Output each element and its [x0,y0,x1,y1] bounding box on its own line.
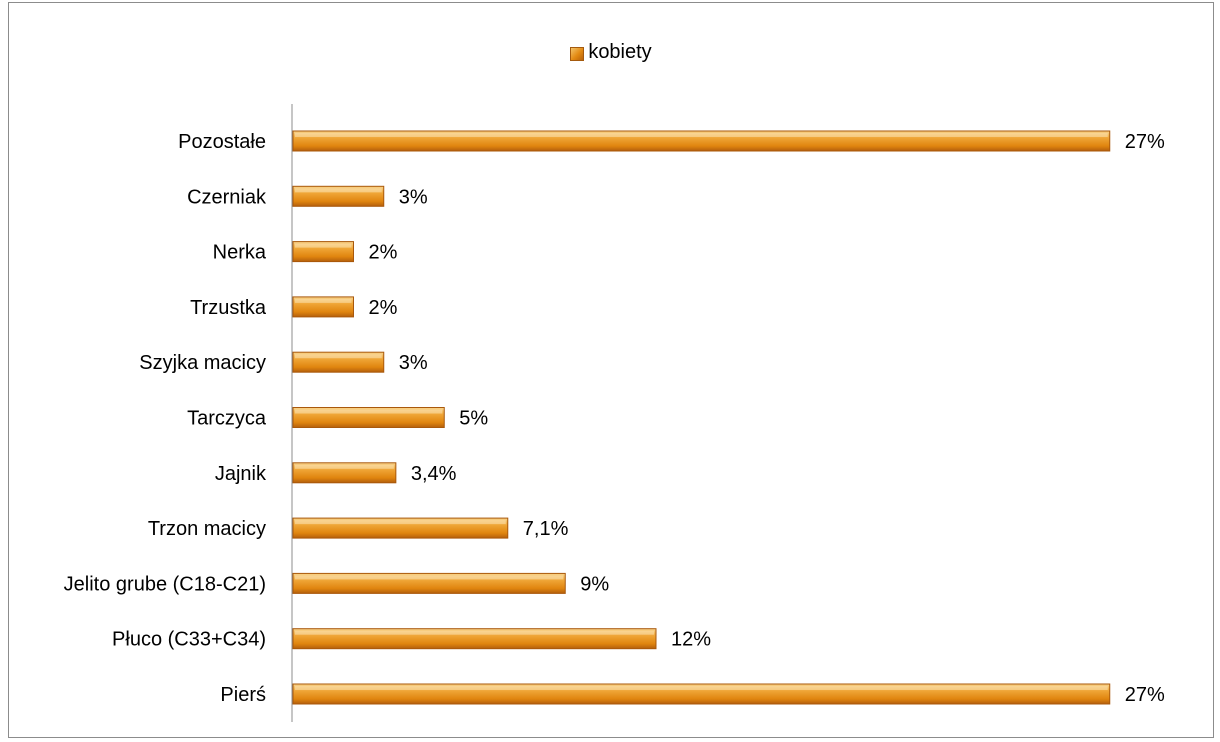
category-label-1: Płuco (C33+C34) [112,629,266,651]
bar-highlight-6 [295,354,382,359]
category-label-3: Trzon macicy [148,518,266,540]
bar-highlight-0 [295,686,1108,690]
category-label-7: Trzustka [190,297,267,319]
bar-highlight-4 [295,464,394,469]
value-label-0: 27% [1125,684,1165,706]
legend-label-kobiety: kobiety [588,41,652,63]
bar-highlight-1 [295,630,654,635]
value-label-9: 3% [399,186,428,208]
value-label-2: 9% [580,573,609,595]
bar-highlight-2 [295,575,564,580]
value-label-3: 7,1% [523,518,569,540]
bar-highlight-9 [295,188,382,193]
bar-highlight-5 [295,409,443,414]
category-label-10: Pozostałe [178,131,266,153]
bar-highlight-10 [295,133,1108,137]
value-label-8: 2% [369,242,398,264]
value-label-5: 5% [459,408,488,430]
bar-highlight-3 [295,520,506,525]
legend: kobiety [9,41,1213,64]
category-label-9: Czerniak [187,186,267,208]
value-label-1: 12% [671,629,711,651]
value-label-6: 3% [399,352,428,374]
chart-frame: kobiety [8,2,1214,738]
category-label-5: Tarczyca [187,408,267,430]
value-label-10: 27% [1125,131,1165,153]
category-label-4: Jajnik [215,463,267,485]
category-label-2: Jelito grube (C18-C21) [64,573,266,595]
bar-highlight-7 [295,298,352,303]
value-label-7: 2% [369,297,398,319]
category-label-8: Nerka [213,242,267,264]
category-label-0: Pierś [220,684,266,706]
bar-highlight-8 [295,243,352,248]
category-label-6: Szyjka macicy [139,352,266,374]
value-label-4: 3,4% [411,463,457,485]
legend-swatch-kobiety [570,46,585,61]
